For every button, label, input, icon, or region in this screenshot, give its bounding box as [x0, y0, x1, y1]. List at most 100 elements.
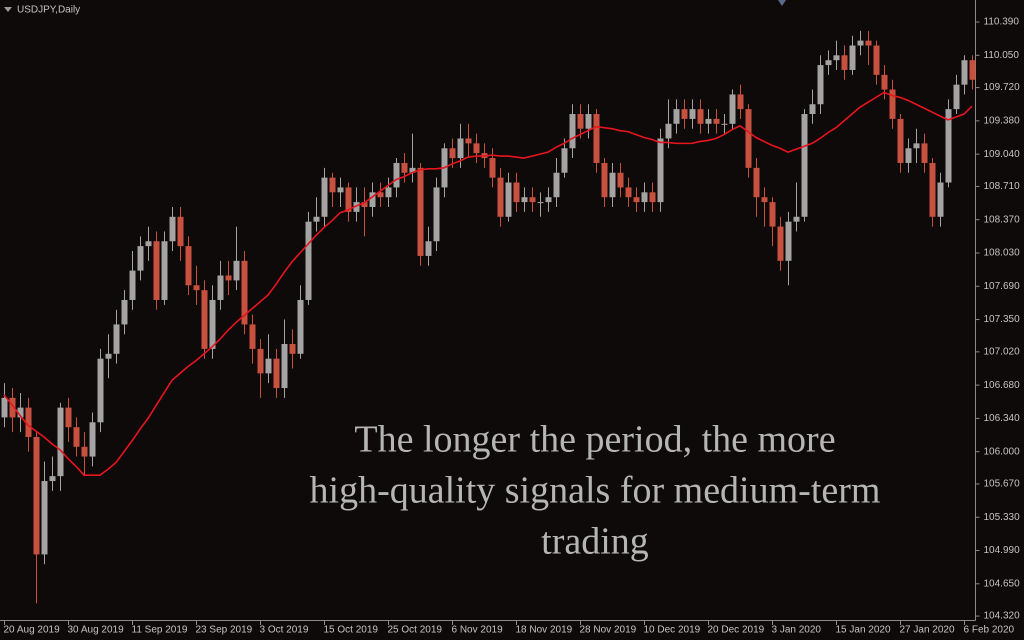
x-tick-label: 25 Oct 2019	[388, 625, 443, 636]
candle-body	[529, 197, 536, 203]
candle-body	[161, 241, 168, 300]
candle-body	[473, 143, 480, 154]
candle-body	[321, 177, 328, 217]
candle-body	[49, 476, 56, 482]
x-tick-label: 27 Jan 2020	[900, 625, 955, 636]
candle-body	[465, 138, 472, 144]
candle-body	[9, 397, 16, 418]
candle-body	[313, 216, 320, 222]
candle-body	[457, 138, 464, 159]
candle-body	[953, 84, 960, 110]
candle-body	[385, 187, 392, 198]
candle-body	[905, 148, 912, 163]
candle-body	[113, 324, 120, 354]
candle-body	[361, 202, 368, 207]
candle-body	[297, 299, 304, 354]
candle-body	[809, 104, 816, 115]
candle-body	[785, 221, 792, 261]
candle-body	[545, 197, 552, 203]
candle-body	[609, 172, 616, 198]
candle-body	[777, 226, 784, 261]
y-tick-label: 109.040	[984, 149, 1021, 160]
candle-body	[513, 182, 520, 203]
y-tick-label: 105.670	[984, 479, 1021, 490]
candle-body	[665, 123, 672, 139]
candle-body	[401, 162, 408, 173]
plot	[1, 30, 976, 604]
candle-body	[489, 158, 496, 178]
candle-body	[41, 481, 48, 555]
annotation: trading	[541, 521, 649, 563]
candle-body	[857, 40, 864, 46]
candle-body	[921, 143, 928, 163]
candle-body	[169, 216, 176, 242]
candle-body	[585, 114, 592, 129]
candle-body	[593, 114, 600, 163]
x-tick-label: 20 Dec 2019	[708, 625, 765, 636]
candle-body	[929, 162, 936, 217]
candle-body	[761, 197, 768, 203]
candle-body	[873, 45, 880, 75]
candle-body	[705, 118, 712, 124]
candle-body	[329, 177, 336, 193]
x-tick-label: 28 Nov 2019	[580, 625, 637, 636]
x-tick-label: 10 Dec 2019	[644, 625, 701, 636]
candle-body	[289, 344, 296, 354]
candle-body	[793, 216, 800, 222]
candle-body	[769, 202, 776, 227]
candle-body	[25, 407, 32, 437]
candle-body	[697, 109, 704, 124]
candle-body	[217, 275, 224, 300]
candle-body	[865, 40, 872, 46]
y-tick-label: 104.650	[984, 578, 1021, 589]
candle-body	[265, 358, 272, 374]
candle-body	[881, 74, 888, 90]
candle-body	[89, 422, 96, 457]
candle-body	[961, 60, 968, 85]
y-tick-label: 109.380	[984, 116, 1021, 127]
y-tick-label: 106.340	[984, 413, 1021, 424]
y-tick-label: 106.680	[984, 380, 1021, 391]
candle-body	[209, 299, 216, 349]
x-tick-label: 23 Sep 2019	[196, 625, 253, 636]
candle-body	[73, 427, 80, 447]
candle-body	[737, 94, 744, 110]
candle-body	[841, 55, 848, 70]
y-tick-label: 108.030	[984, 248, 1021, 259]
candle-body	[633, 197, 640, 203]
candle-body	[729, 94, 736, 124]
x-tick-label: 18 Nov 2019	[516, 625, 573, 636]
x-tick-label: 15 Jan 2020	[836, 625, 891, 636]
candle-body	[369, 192, 376, 207]
candle-body	[577, 114, 584, 129]
candle-body	[801, 114, 808, 217]
moving-average	[3, 91, 973, 476]
candle-body	[257, 348, 264, 374]
candle-body	[105, 353, 112, 359]
candle-body	[713, 118, 720, 124]
candle-body	[305, 221, 312, 300]
candle-body	[553, 172, 560, 198]
candle-body	[177, 216, 184, 247]
annotation: high-quality signals for medium-term	[310, 470, 881, 512]
candle-body	[249, 324, 256, 349]
candle-body	[81, 446, 88, 457]
x-tick-label: 3 Oct 2019	[260, 625, 309, 636]
y-tick-label: 107.020	[984, 346, 1021, 357]
candle-body	[145, 241, 152, 247]
y-tick-label: 109.720	[984, 82, 1021, 93]
x-tick-label: 15 Oct 2019	[324, 625, 379, 636]
candle-body	[153, 241, 160, 300]
candle-body	[673, 109, 680, 124]
menu-icon[interactable]	[4, 7, 12, 12]
candle-body	[233, 260, 240, 281]
candle-body	[601, 162, 608, 198]
candle-body	[137, 246, 144, 271]
candle-body	[33, 436, 40, 555]
candle-body	[681, 109, 688, 119]
chart-title: USDJPY,Daily	[17, 5, 80, 16]
candle-body	[849, 45, 856, 70]
candle-body	[201, 290, 208, 349]
candle-body	[353, 202, 360, 212]
candle-body	[241, 260, 248, 325]
